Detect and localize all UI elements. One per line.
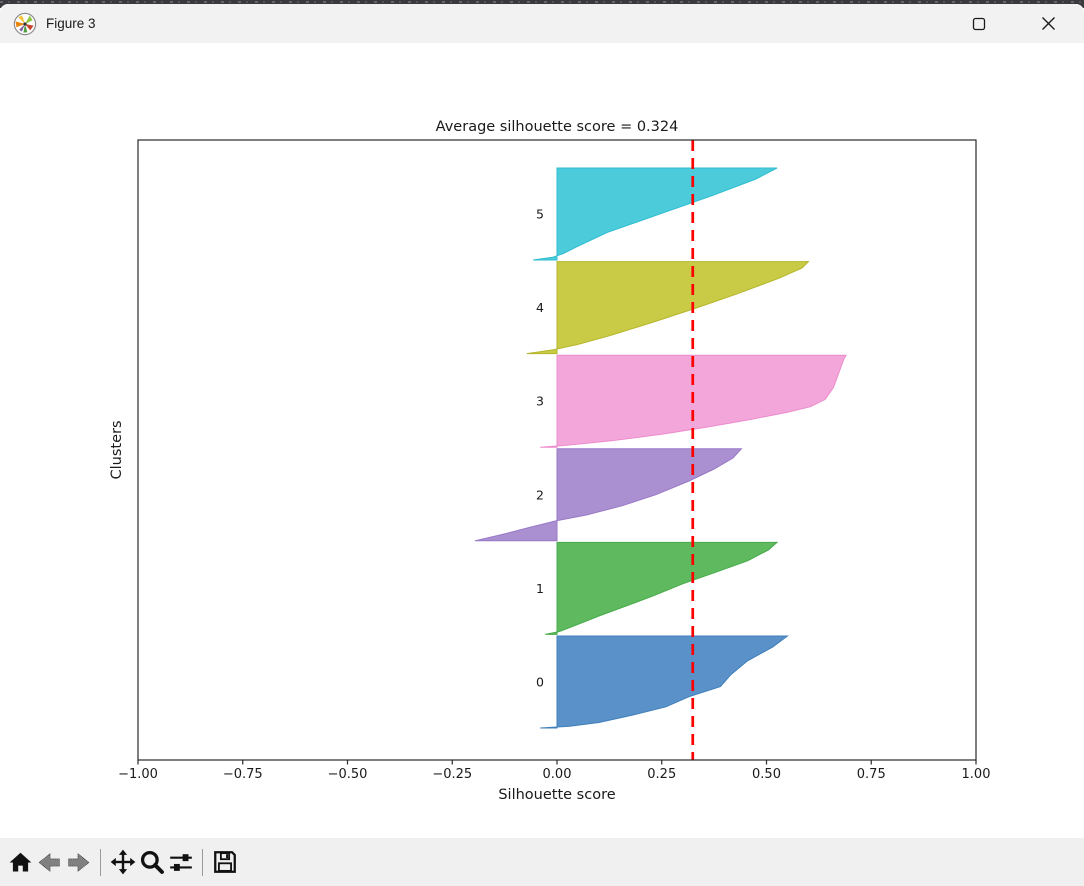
forward-arrow-icon (68, 852, 90, 872)
close-button[interactable] (1025, 4, 1072, 43)
x-tick-label: 1.00 (962, 767, 991, 782)
window-title: Figure 3 (46, 16, 96, 31)
cluster-5-label: 5 (536, 207, 544, 222)
maximize-button[interactable] (955, 4, 1002, 43)
cluster-1-silhouette (545, 541, 779, 635)
cluster-5-silhouette (533, 167, 778, 261)
home-button[interactable] (7, 847, 34, 877)
x-tick-label: 0.25 (647, 767, 676, 782)
pan-icon (110, 849, 135, 875)
x-axis-label: Silhouette score (498, 787, 615, 803)
figure-canvas[interactable]: 5 4 3 2 1 0 −1.00 −0.75 −0.50 −0.25 0.00 0.25 0.50 0.… (0, 43, 1084, 838)
forward-button[interactable] (65, 847, 92, 877)
toolbar-separator (100, 848, 101, 876)
cluster-0-silhouette (540, 635, 790, 729)
x-tick-label: −0.25 (432, 767, 472, 782)
chart-title: Average silhouette score = 0.324 (436, 119, 679, 135)
y-axis-label: Clusters (109, 420, 125, 479)
titlebar[interactable]: Figure 3 (0, 4, 1084, 43)
toolbar-separator (202, 848, 203, 876)
cluster-3-label: 3 (536, 394, 544, 409)
cluster-2-label: 2 (536, 487, 544, 502)
zoom-button[interactable] (138, 847, 165, 877)
cluster-4-silhouette (526, 261, 810, 355)
home-icon (9, 852, 32, 871)
sliders-icon (169, 854, 192, 871)
minimize-button[interactable] (885, 4, 932, 43)
x-tick-label: 0.50 (752, 767, 781, 782)
x-tick-label: −0.50 (328, 767, 368, 782)
cluster-1-label: 1 (536, 581, 544, 596)
matplotlib-logo-icon (13, 12, 37, 36)
window-controls (862, 4, 1072, 43)
cluster-2-silhouette (474, 448, 743, 542)
x-tick-label: −1.00 (118, 767, 158, 782)
pan-button[interactable] (109, 847, 136, 877)
back-button[interactable] (36, 847, 63, 877)
figure-window: Figure 3 (0, 4, 1084, 886)
zoom-icon (140, 850, 164, 874)
cluster-4-label: 4 (536, 300, 544, 315)
cluster-0-label: 0 (536, 675, 544, 690)
save-icon (213, 851, 236, 873)
silhouette-chart: 5 4 3 2 1 0 −1.00 −0.75 −0.50 −0.25 0.00 0.25 0.50 0.… (109, 119, 991, 803)
configure-subplots-button[interactable] (167, 847, 194, 877)
x-tick-label: 0.75 (857, 767, 886, 782)
x-tick-label: 0.00 (543, 767, 572, 782)
x-tick-label: −0.75 (223, 767, 263, 782)
navigation-toolbar (0, 838, 1084, 886)
back-arrow-icon (38, 852, 60, 872)
save-button[interactable] (211, 847, 238, 877)
